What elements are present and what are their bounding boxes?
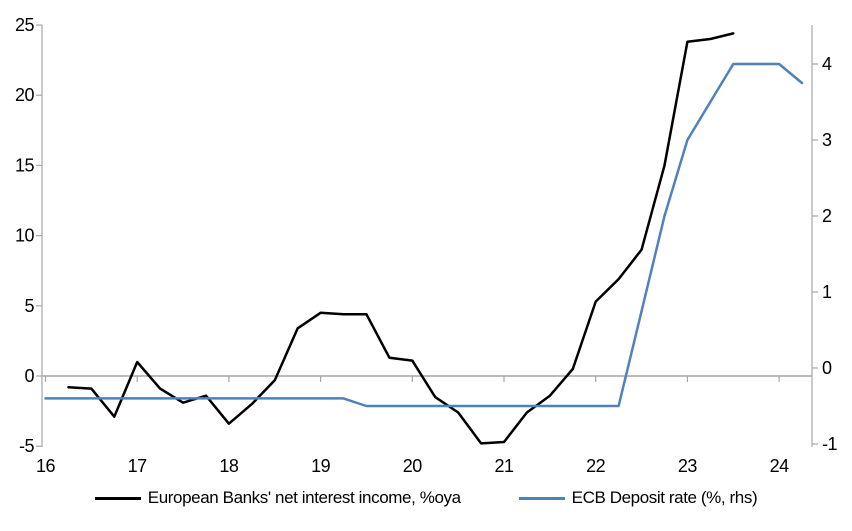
x-axis-tick-label: 24: [770, 456, 790, 476]
left-axis-tick-label: 5: [24, 296, 34, 316]
right-axis-tick-label: 0: [822, 358, 832, 378]
legend-line-icon-black: [94, 496, 141, 500]
legend-label-ecb-deposit-rate: ECB Deposit rate (%, rhs): [571, 488, 758, 507]
right-axis-tick-label: 1: [822, 282, 832, 302]
legend-label-net-interest-income: European Banks' net interest income, %oy…: [147, 488, 461, 507]
x-axis-tick-label: 21: [494, 456, 514, 476]
x-axis-tick-label: 18: [219, 456, 239, 476]
legend-item-net-interest-income: European Banks' net interest income, %oy…: [94, 488, 461, 508]
left-axis-tick-label: 20: [15, 85, 35, 105]
x-axis-tick-label: 23: [678, 456, 698, 476]
x-axis-tick-label: 17: [128, 456, 148, 476]
x-axis-tick-label: 20: [403, 456, 423, 476]
series-line-net-interest-income: [67, 32, 735, 445]
left-axis-tick-label: 0: [24, 366, 34, 386]
right-axis-tick-label: 3: [822, 130, 832, 150]
right-axis-tick-label: 4: [822, 54, 832, 74]
x-axis-tick-label: 19: [311, 456, 331, 476]
legend-line-icon-blue: [518, 496, 565, 500]
x-axis-tick-label: 16: [36, 456, 56, 476]
right-axis-tick-label: -1: [822, 434, 837, 454]
x-axis-tick-label: 22: [586, 456, 606, 476]
left-axis-tick-label: -5: [19, 436, 34, 456]
left-axis-tick-label: 10: [15, 226, 35, 246]
left-axis-tick-label: 25: [15, 15, 35, 35]
legend-item-ecb-deposit-rate: ECB Deposit rate (%, rhs): [518, 488, 758, 508]
legend: European Banks' net interest income, %oy…: [0, 488, 852, 508]
right-axis-tick-label: 2: [822, 206, 832, 226]
series-line-ecb-deposit-rate: [44, 62, 804, 408]
left-axis-tick-label: 15: [15, 155, 35, 175]
